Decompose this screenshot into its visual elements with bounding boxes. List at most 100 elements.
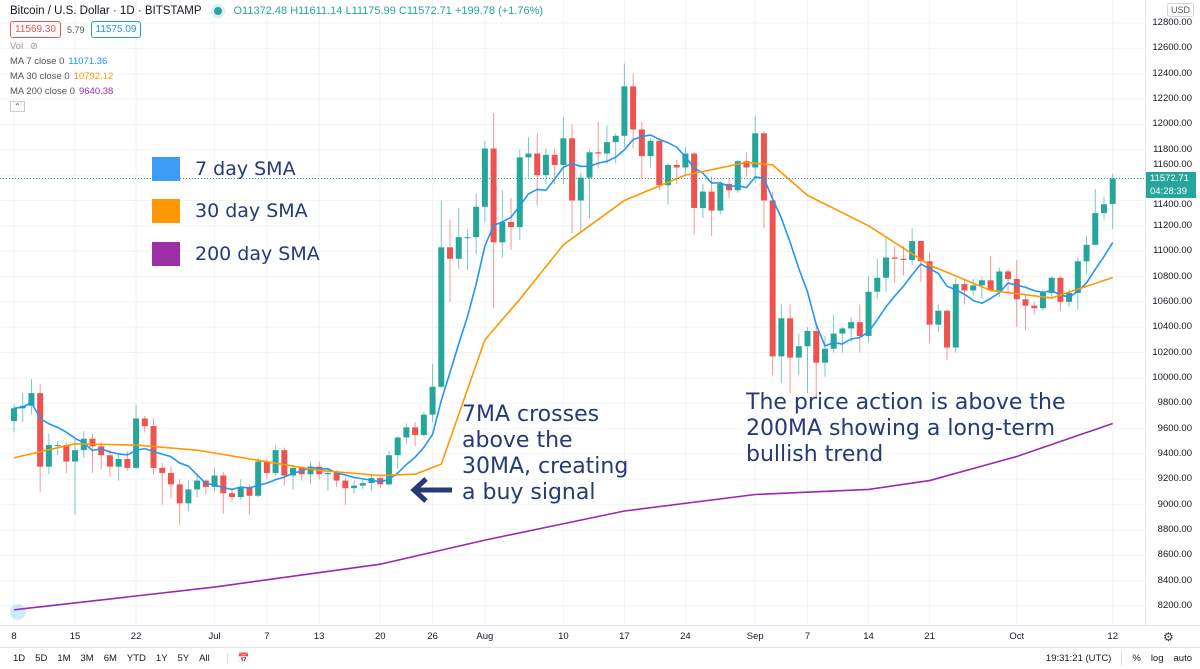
sell-button[interactable]: 11569.30 [10, 21, 61, 38]
price-tick: 11200.00 [1153, 219, 1192, 231]
time-tick: 22 [130, 631, 142, 642]
indicator-ma30[interactable]: MA 30 close 0 10792.12 [10, 71, 113, 82]
price-chart[interactable] [0, 0, 1145, 625]
range-all[interactable]: All [199, 653, 210, 664]
percent-toggle[interactable]: % [1132, 653, 1141, 664]
range-1y[interactable]: 1Y [155, 653, 168, 664]
candle-body [167, 472, 174, 485]
goto-date-icon[interactable]: 📅 [226, 653, 250, 664]
volume-indicator[interactable]: Vol ⊘ [10, 41, 38, 52]
price-tick: 10800.00 [1152, 270, 1192, 282]
last-price-label: 11572.71 [1146, 172, 1196, 185]
volume-label: Vol [10, 41, 24, 52]
time-tick: Oct [1009, 631, 1025, 642]
candle-body [944, 310, 951, 348]
candle-body [926, 261, 933, 325]
candle-body [1101, 204, 1107, 214]
legend-label: 200 day SMA [195, 243, 320, 265]
open-value: O11372.48 [233, 5, 288, 17]
currency-label[interactable]: USD [1167, 3, 1195, 17]
candle-body [769, 200, 776, 357]
candle-body [98, 446, 105, 456]
candle-body [211, 475, 218, 487]
time-tick: Aug [476, 631, 494, 642]
indicator-value: 11071.36 [68, 56, 108, 67]
range-5y[interactable]: 5Y [177, 653, 190, 664]
candle-body [996, 271, 1003, 291]
symbol-title[interactable]: Bitcoin / U.S. Dollar · 1D · BITSTAMP [10, 5, 202, 17]
range-5d[interactable]: 5D [35, 653, 48, 664]
candle-body [420, 414, 427, 435]
hidden-eye-icon[interactable]: ⊘ [29, 41, 38, 52]
legend-swatch [152, 157, 180, 181]
candle-body [307, 466, 314, 475]
price-tick: 8800.00 [1157, 524, 1192, 535]
candle-body [569, 138, 576, 201]
candle-body [176, 484, 183, 504]
range-1m[interactable]: 1M [57, 653, 71, 664]
time-axis[interactable]: 8 15 22 Jul 7 13 20 26 Aug 10 17 24 Sep 7 14 21 Oct 12 [0, 625, 1200, 647]
time-tick: 8 [11, 631, 17, 642]
price-tick: 8400.00 [1157, 574, 1192, 586]
market-open-icon [213, 7, 222, 15]
candle-body [752, 133, 759, 168]
candle-body [438, 247, 445, 387]
candle-body [595, 152, 602, 154]
candle-body [63, 445, 70, 462]
time-tick: 26 [427, 631, 438, 642]
candle-body [45, 445, 52, 467]
legend-label: 7 day SMA [195, 158, 296, 180]
range-ytd[interactable]: YTD [126, 653, 146, 664]
candle-body [263, 461, 270, 473]
candle-body [525, 153, 532, 158]
candle-body [499, 221, 506, 243]
candle-body [673, 164, 680, 168]
candle-body [603, 142, 610, 154]
legend-swatch [152, 242, 180, 266]
candle-body [856, 322, 863, 337]
candle-body [787, 318, 794, 358]
indicator-value: 9640.38 [78, 86, 114, 97]
settings-gear-icon[interactable]: ⚙ [1163, 630, 1174, 644]
trend-annotation: The price action is above the 200MA show… [746, 390, 1066, 468]
candle-body [699, 191, 706, 209]
candle-body [342, 480, 349, 489]
range-6m[interactable]: 6M [103, 653, 117, 664]
candle-body [534, 153, 541, 176]
indicator-ma7[interactable]: MA 7 close 0 11071.36 [10, 56, 107, 67]
candle-body [333, 472, 340, 481]
candle-body [359, 483, 366, 486]
log-toggle[interactable]: log [1150, 653, 1164, 664]
candle-body [734, 161, 741, 191]
indicator-ma200[interactable]: MA 200 close 0 9640.38 [10, 86, 113, 97]
collapse-legend-button[interactable]: ⌃ [10, 101, 25, 112]
candle-body [516, 157, 523, 228]
time-tick: 15 [69, 631, 81, 642]
candle-body [89, 438, 96, 447]
range-3m[interactable]: 3M [80, 653, 94, 664]
candle-body [1013, 279, 1020, 300]
candle-body [1092, 213, 1099, 245]
auto-toggle[interactable]: auto [1173, 653, 1193, 664]
buy-button[interactable]: 11575.09 [90, 21, 142, 38]
price-tick: 11800.00 [1153, 143, 1192, 155]
candle-body [255, 461, 262, 496]
candle-body [1074, 261, 1081, 293]
symbol-header: Bitcoin / U.S. Dollar · 1D · BITSTAMP O1… [10, 5, 543, 17]
price-tick: 12200.00 [1152, 93, 1192, 105]
range-1d[interactable]: 1D [13, 653, 26, 664]
candle-body [743, 161, 750, 168]
candle-body [220, 475, 227, 494]
price-axis[interactable]: 12800.00 12600.00 12400.00 12200.00 12000.00… [1145, 0, 1200, 625]
candle-body [900, 258, 907, 261]
candle-body [37, 393, 44, 467]
candle-body [72, 450, 79, 462]
legend-ma200: 200 day SMA [152, 242, 320, 266]
candle-body [394, 437, 401, 456]
clock-time[interactable]: 19:31:21 (UTC) [1045, 653, 1112, 664]
candle-body [577, 177, 584, 201]
price-tick: 10400.00 [1152, 321, 1192, 333]
candle-body [952, 284, 959, 348]
candle-body [159, 467, 166, 473]
time-tick: 21 [924, 631, 935, 642]
